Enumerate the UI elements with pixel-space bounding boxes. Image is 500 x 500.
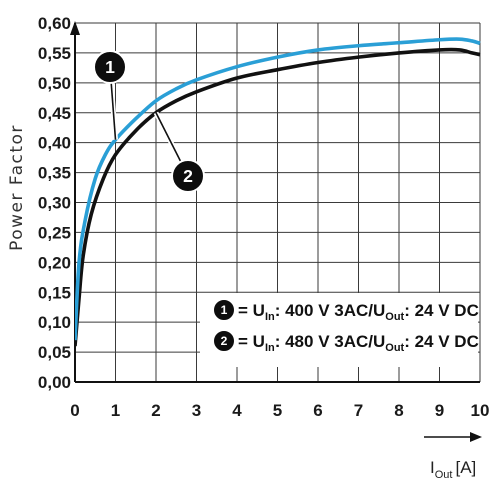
y-tick-label: 0,10 [38,313,71,332]
x-axis-title-arrowhead [470,432,482,442]
y-tick-label: 0,20 [38,253,71,272]
legend-badge-1-number: 1 [221,303,228,317]
y-tick-label: 0,30 [38,194,71,213]
y-tick-label: 0,40 [38,134,71,153]
y-tick-label: 0,35 [38,164,71,183]
legend-entry-2: = UIn: 480 V 3AC/UOut: 24 V DC [238,332,479,354]
series-line-1 [75,37,481,341]
y-tick-label: 0,55 [38,44,71,63]
x-tick-label: 4 [232,401,242,420]
x-axis-title: IOut [A] [430,458,476,481]
callout-badge-2-circle [171,159,205,193]
series-line-2 [75,47,481,347]
x-tick-label: 1 [111,401,120,420]
y-tick-label: 0,00 [38,373,71,392]
x-tick-label: 6 [313,401,322,420]
callout-badge-1-number: 1 [105,57,115,77]
x-tick-label: 3 [192,401,201,420]
legend-badge-2-number: 2 [221,334,228,348]
callout-badge-2-number: 2 [183,166,193,186]
legend-badge-1-circle [212,298,236,322]
x-tick-label: 8 [394,401,403,420]
x-tick-label: 9 [435,401,444,420]
legend-box [200,293,478,367]
callout-badge-1-circle [93,50,127,84]
x-tick-label: 5 [273,401,282,420]
y-tick-label: 0,15 [38,283,71,302]
y-tick-label: 0,45 [38,104,71,123]
y-tick-label: 0,50 [38,74,71,93]
y-axis-title: Power Factor [7,124,27,251]
legend-entry-1: = UIn: 400 V 3AC/UOut: 24 V DC [238,301,479,323]
legend-badge-2-circle [212,329,236,353]
x-tick-label: 0 [70,401,79,420]
y-tick-label: 0,05 [38,343,71,362]
y-tick-label: 0,25 [38,223,71,242]
y-tick-label: 0,60 [38,14,71,33]
x-tick-label: 10 [471,401,490,420]
x-tick-label: 7 [354,401,363,420]
x-tick-label: 2 [151,401,160,420]
y-axis-arrow [70,21,80,35]
